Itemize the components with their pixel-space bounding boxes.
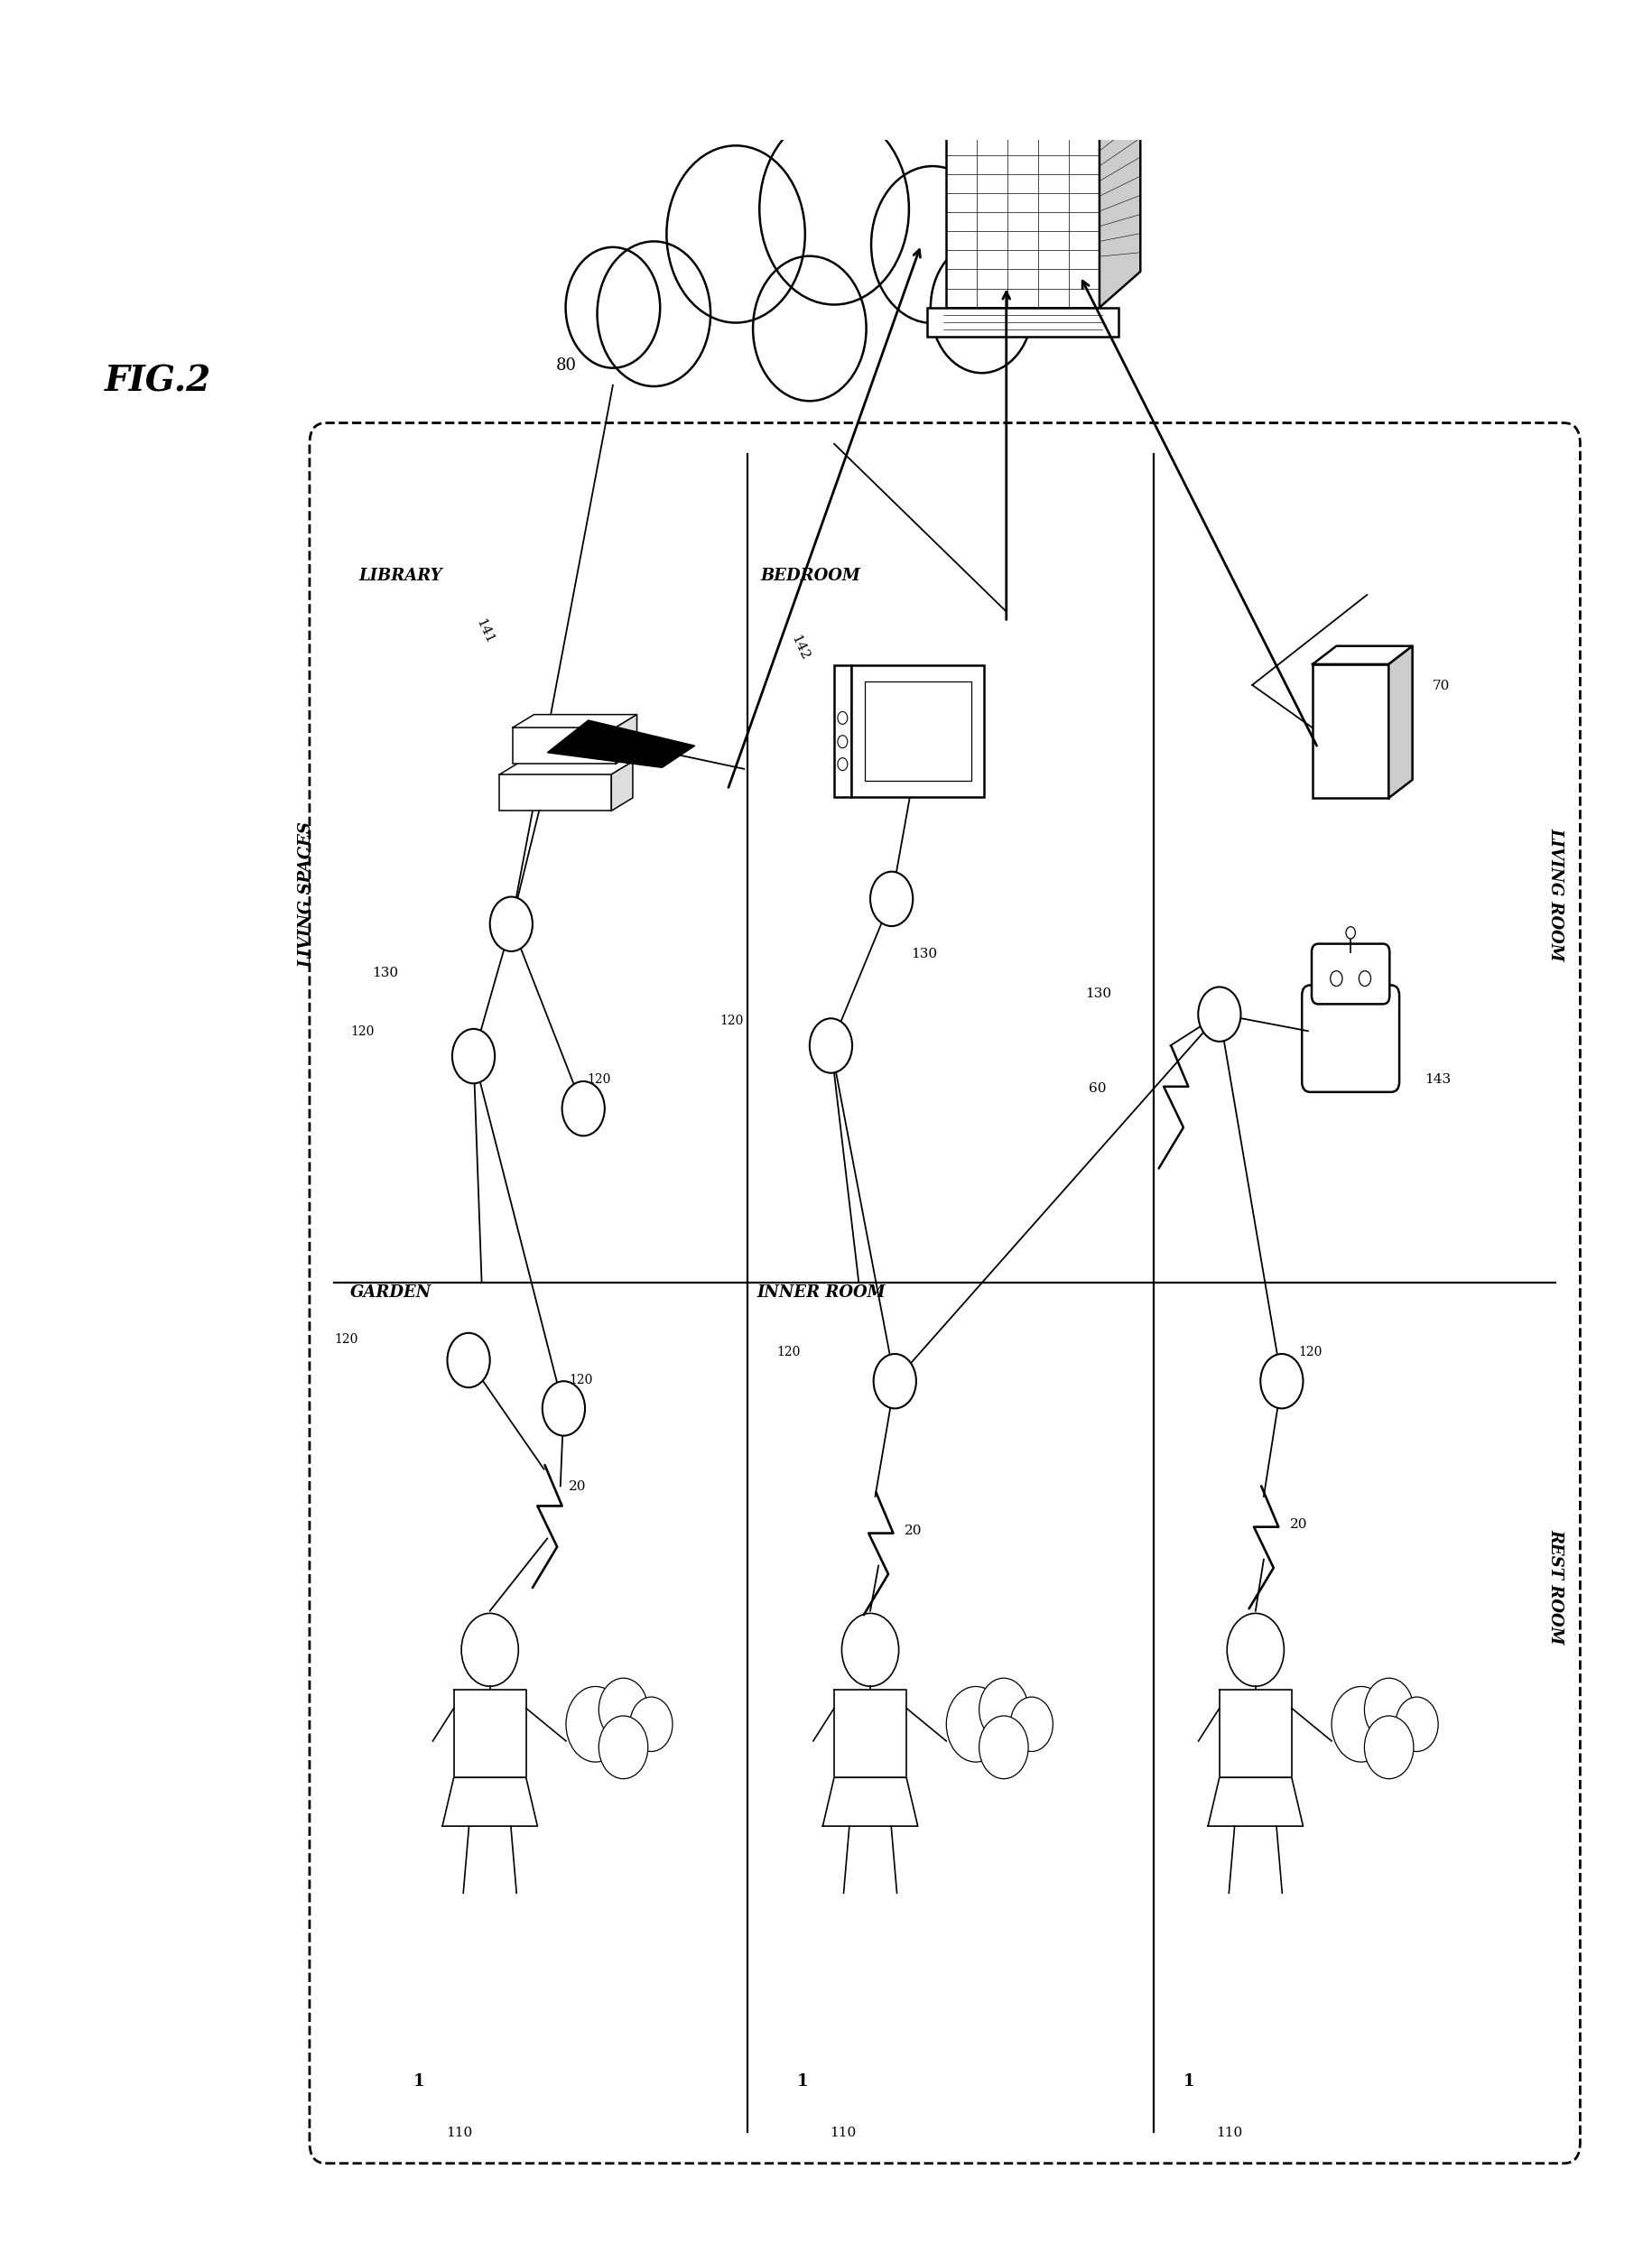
FancyBboxPatch shape [499, 774, 611, 810]
Text: LIBRARY: LIBRARY [358, 567, 443, 583]
Text: 60: 60 [1089, 1081, 1105, 1095]
Text: 20: 20 [568, 1480, 586, 1494]
Circle shape [947, 1687, 1006, 1763]
Circle shape [491, 897, 532, 951]
Text: 130: 130 [912, 949, 938, 960]
Circle shape [596, 242, 710, 386]
Circle shape [1396, 1698, 1439, 1752]
Circle shape [1011, 1698, 1052, 1752]
Circle shape [1260, 1355, 1303, 1409]
Text: 110: 110 [446, 2126, 472, 2140]
Text: 120: 120 [719, 1014, 743, 1027]
Circle shape [1227, 1613, 1284, 1687]
FancyBboxPatch shape [927, 307, 1118, 336]
Circle shape [871, 166, 995, 323]
Text: LIVING ROOM: LIVING ROOM [1548, 828, 1563, 962]
Text: 110: 110 [829, 2126, 856, 2140]
Circle shape [760, 114, 909, 305]
Polygon shape [454, 1689, 525, 1776]
Circle shape [567, 1687, 624, 1763]
Text: 1: 1 [796, 2073, 808, 2090]
Polygon shape [1208, 1776, 1303, 1826]
Text: 130: 130 [1085, 987, 1112, 1000]
Circle shape [874, 1355, 917, 1409]
Circle shape [448, 1332, 491, 1388]
Polygon shape [616, 716, 638, 765]
Text: 120: 120 [334, 1335, 358, 1346]
Text: 120: 120 [1298, 1346, 1322, 1359]
Polygon shape [512, 716, 638, 727]
Circle shape [1365, 1716, 1414, 1779]
Circle shape [1365, 1678, 1414, 1741]
Polygon shape [947, 101, 1140, 137]
FancyBboxPatch shape [851, 666, 985, 796]
Circle shape [453, 1030, 496, 1083]
Text: 120: 120 [776, 1346, 801, 1359]
Circle shape [871, 873, 914, 926]
Text: 20: 20 [905, 1525, 922, 1536]
Circle shape [666, 146, 805, 323]
Text: 120: 120 [586, 1074, 611, 1086]
Circle shape [980, 1678, 1028, 1741]
Polygon shape [1219, 1689, 1292, 1776]
Circle shape [598, 1716, 648, 1779]
FancyBboxPatch shape [512, 727, 616, 765]
Circle shape [565, 247, 661, 368]
Text: 143: 143 [1424, 1074, 1450, 1086]
FancyBboxPatch shape [864, 682, 971, 781]
FancyBboxPatch shape [1313, 664, 1389, 799]
Polygon shape [499, 760, 633, 774]
Circle shape [629, 1698, 672, 1752]
Text: 130: 130 [372, 967, 398, 980]
Text: BEDROOM: BEDROOM [760, 567, 861, 583]
Text: 141: 141 [474, 617, 496, 646]
Circle shape [838, 758, 847, 769]
Circle shape [1360, 971, 1371, 987]
Circle shape [753, 256, 866, 401]
Text: 120: 120 [568, 1373, 593, 1386]
Circle shape [562, 1081, 605, 1135]
FancyBboxPatch shape [834, 666, 851, 796]
Circle shape [542, 1382, 585, 1436]
Text: LIVING SPACES: LIVING SPACES [297, 821, 314, 967]
FancyBboxPatch shape [1312, 944, 1389, 1005]
Text: 1: 1 [1183, 2073, 1194, 2090]
Circle shape [461, 1613, 519, 1687]
Text: REST ROOM: REST ROOM [1548, 1530, 1563, 1644]
Circle shape [1332, 1687, 1391, 1763]
Text: 70: 70 [1432, 680, 1450, 691]
Circle shape [1346, 926, 1355, 940]
Circle shape [930, 242, 1032, 372]
Circle shape [838, 736, 847, 747]
Circle shape [980, 1716, 1028, 1779]
FancyBboxPatch shape [309, 424, 1581, 2162]
Circle shape [843, 1613, 899, 1687]
FancyBboxPatch shape [947, 137, 1100, 307]
Text: 110: 110 [1216, 2126, 1242, 2140]
Text: 1: 1 [413, 2073, 425, 2090]
Text: FIG.2: FIG.2 [104, 363, 211, 399]
Text: 120: 120 [350, 1025, 375, 1039]
Circle shape [598, 1678, 648, 1741]
Polygon shape [443, 1776, 537, 1826]
Polygon shape [1389, 646, 1412, 799]
Polygon shape [1100, 101, 1140, 307]
Polygon shape [834, 1689, 907, 1776]
Polygon shape [611, 760, 633, 810]
FancyBboxPatch shape [1302, 985, 1399, 1092]
Text: 80: 80 [555, 359, 577, 375]
Text: INNER ROOM: INNER ROOM [757, 1285, 885, 1301]
Polygon shape [823, 1776, 919, 1826]
Circle shape [838, 711, 847, 724]
Polygon shape [1313, 646, 1412, 664]
Circle shape [1330, 971, 1343, 987]
Polygon shape [547, 720, 695, 767]
Circle shape [1198, 987, 1241, 1041]
Text: 142: 142 [788, 633, 811, 662]
Text: GARDEN: GARDEN [350, 1285, 433, 1301]
Circle shape [809, 1018, 852, 1072]
Text: 20: 20 [1290, 1519, 1308, 1530]
